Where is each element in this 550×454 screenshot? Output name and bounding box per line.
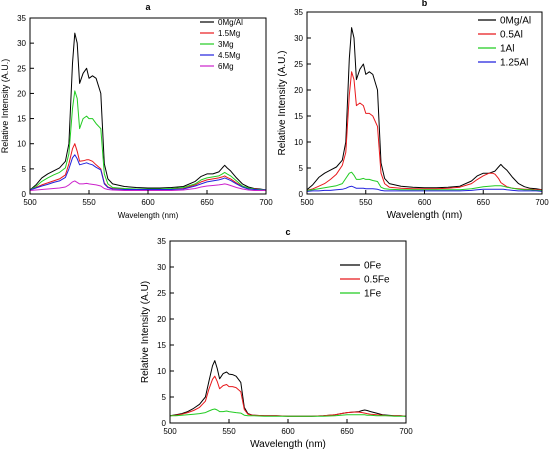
y-axis-title: Relative Intensity (A.U.) xyxy=(0,59,10,154)
y-axis-title: Relative Intensity (A.U.) xyxy=(277,50,288,155)
y-tick-label: 0 xyxy=(162,419,167,428)
legend-label: 1Al xyxy=(500,44,514,55)
panel-label: c xyxy=(285,227,290,237)
legend-label: 3Mg xyxy=(218,40,234,49)
y-tick-label: 20 xyxy=(157,315,166,324)
x-axis-title: Wavelength (nm) xyxy=(118,211,179,220)
x-tick-label: 700 xyxy=(535,198,549,207)
legend-label: 4.5Mg xyxy=(218,51,240,60)
legend: 0Mg/Al 0.5Al 1Al 1.25Al xyxy=(478,16,531,69)
y-tick-label: 15 xyxy=(157,341,166,350)
chart-panel-a: a 500 550 600 650 700 0 5 10 15 20 25 30 35 Wavelength… xyxy=(0,2,273,220)
x-tick-label: 500 xyxy=(300,198,314,207)
x-tick-label: 500 xyxy=(23,198,37,207)
legend-label: 0Mg/Al xyxy=(500,16,531,27)
x-tick-label: 700 xyxy=(259,198,273,207)
legend: 0Fe 0.5Fe 1Fe xyxy=(340,261,390,300)
legend: 0Mg/Al 1.5Mg 3Mg 4.5Mg 6Mg xyxy=(200,18,243,71)
y-tick-label: 30 xyxy=(157,263,166,272)
y-tick-label: 15 xyxy=(17,115,26,124)
y-tick-label: 30 xyxy=(294,34,303,43)
x-tick-label: 550 xyxy=(359,198,373,207)
x-axis-title: Wavelength (nm) xyxy=(387,210,463,221)
series-line-0fe xyxy=(169,360,407,417)
y-axis-title: Relative Intensity (A.U) xyxy=(140,281,151,383)
legend-label: 0Mg/Al xyxy=(218,18,243,27)
x-tick-label: 550 xyxy=(222,427,236,436)
series-line-4.5mg xyxy=(29,154,266,191)
legend-label: 1Fe xyxy=(364,289,382,300)
x-axis-title: Wavelength (nm) xyxy=(250,439,326,450)
legend-label: 0.5Al xyxy=(500,30,523,41)
legend-label: 6Mg xyxy=(218,62,234,71)
x-tick-label: 600 xyxy=(418,198,432,207)
series-line-6mg xyxy=(29,180,266,191)
y-tick-label: 25 xyxy=(17,64,26,73)
y-tick-label: 25 xyxy=(157,289,166,298)
x-tick-label: 550 xyxy=(82,198,96,207)
series-line-1.25al xyxy=(306,185,543,192)
y-tick-label: 30 xyxy=(17,39,26,48)
y-tick-label: 0 xyxy=(299,190,304,199)
chart-panel-c: c 500 550 600 650 700 0 5 10 15 20 25 30 35 Wavelength… xyxy=(140,227,413,450)
x-tick-label: 600 xyxy=(281,427,295,436)
y-tick-label: 15 xyxy=(294,112,303,121)
legend-label: 0.5Fe xyxy=(364,275,390,286)
y-tick-label: 0 xyxy=(22,190,27,199)
y-tick-label: 10 xyxy=(17,140,26,149)
series-line-0mg-al xyxy=(29,32,267,191)
series-line-0mg-al xyxy=(306,27,543,191)
legend-label: 1.5Mg xyxy=(218,29,240,38)
y-tick-label: 10 xyxy=(294,138,303,147)
y-tick-label: 35 xyxy=(157,237,166,246)
x-tick-label: 600 xyxy=(141,198,155,207)
legend-label: 1.25Al xyxy=(500,58,528,69)
chart-panel-b: b 500 550 600 650 700 0 5 10 15 20 25 30 35 Wavelength… xyxy=(277,0,549,221)
x-tick-label: 650 xyxy=(340,427,354,436)
legend-label: 0Fe xyxy=(364,261,382,272)
y-tick-label: 5 xyxy=(22,165,27,174)
x-tick-label: 650 xyxy=(477,198,491,207)
y-tick-label: 20 xyxy=(17,89,26,98)
panel-label: b xyxy=(422,0,428,8)
y-tick-label: 5 xyxy=(299,164,304,173)
x-tick-label: 500 xyxy=(163,427,177,436)
y-tick-label: 25 xyxy=(294,60,303,69)
y-tick-label: 5 xyxy=(162,393,167,402)
y-tick-label: 35 xyxy=(17,14,26,23)
series-line-0.5al xyxy=(306,71,542,191)
panel-label: a xyxy=(145,2,151,12)
y-tick-label: 10 xyxy=(157,367,166,376)
y-tick-label: 35 xyxy=(294,8,303,17)
series-line-1al xyxy=(306,171,542,191)
series-line-1fe xyxy=(170,408,406,417)
series-line-3mg xyxy=(29,90,267,191)
y-tick-label: 20 xyxy=(294,86,303,95)
x-tick-label: 650 xyxy=(200,198,214,207)
x-tick-label: 700 xyxy=(399,427,413,436)
